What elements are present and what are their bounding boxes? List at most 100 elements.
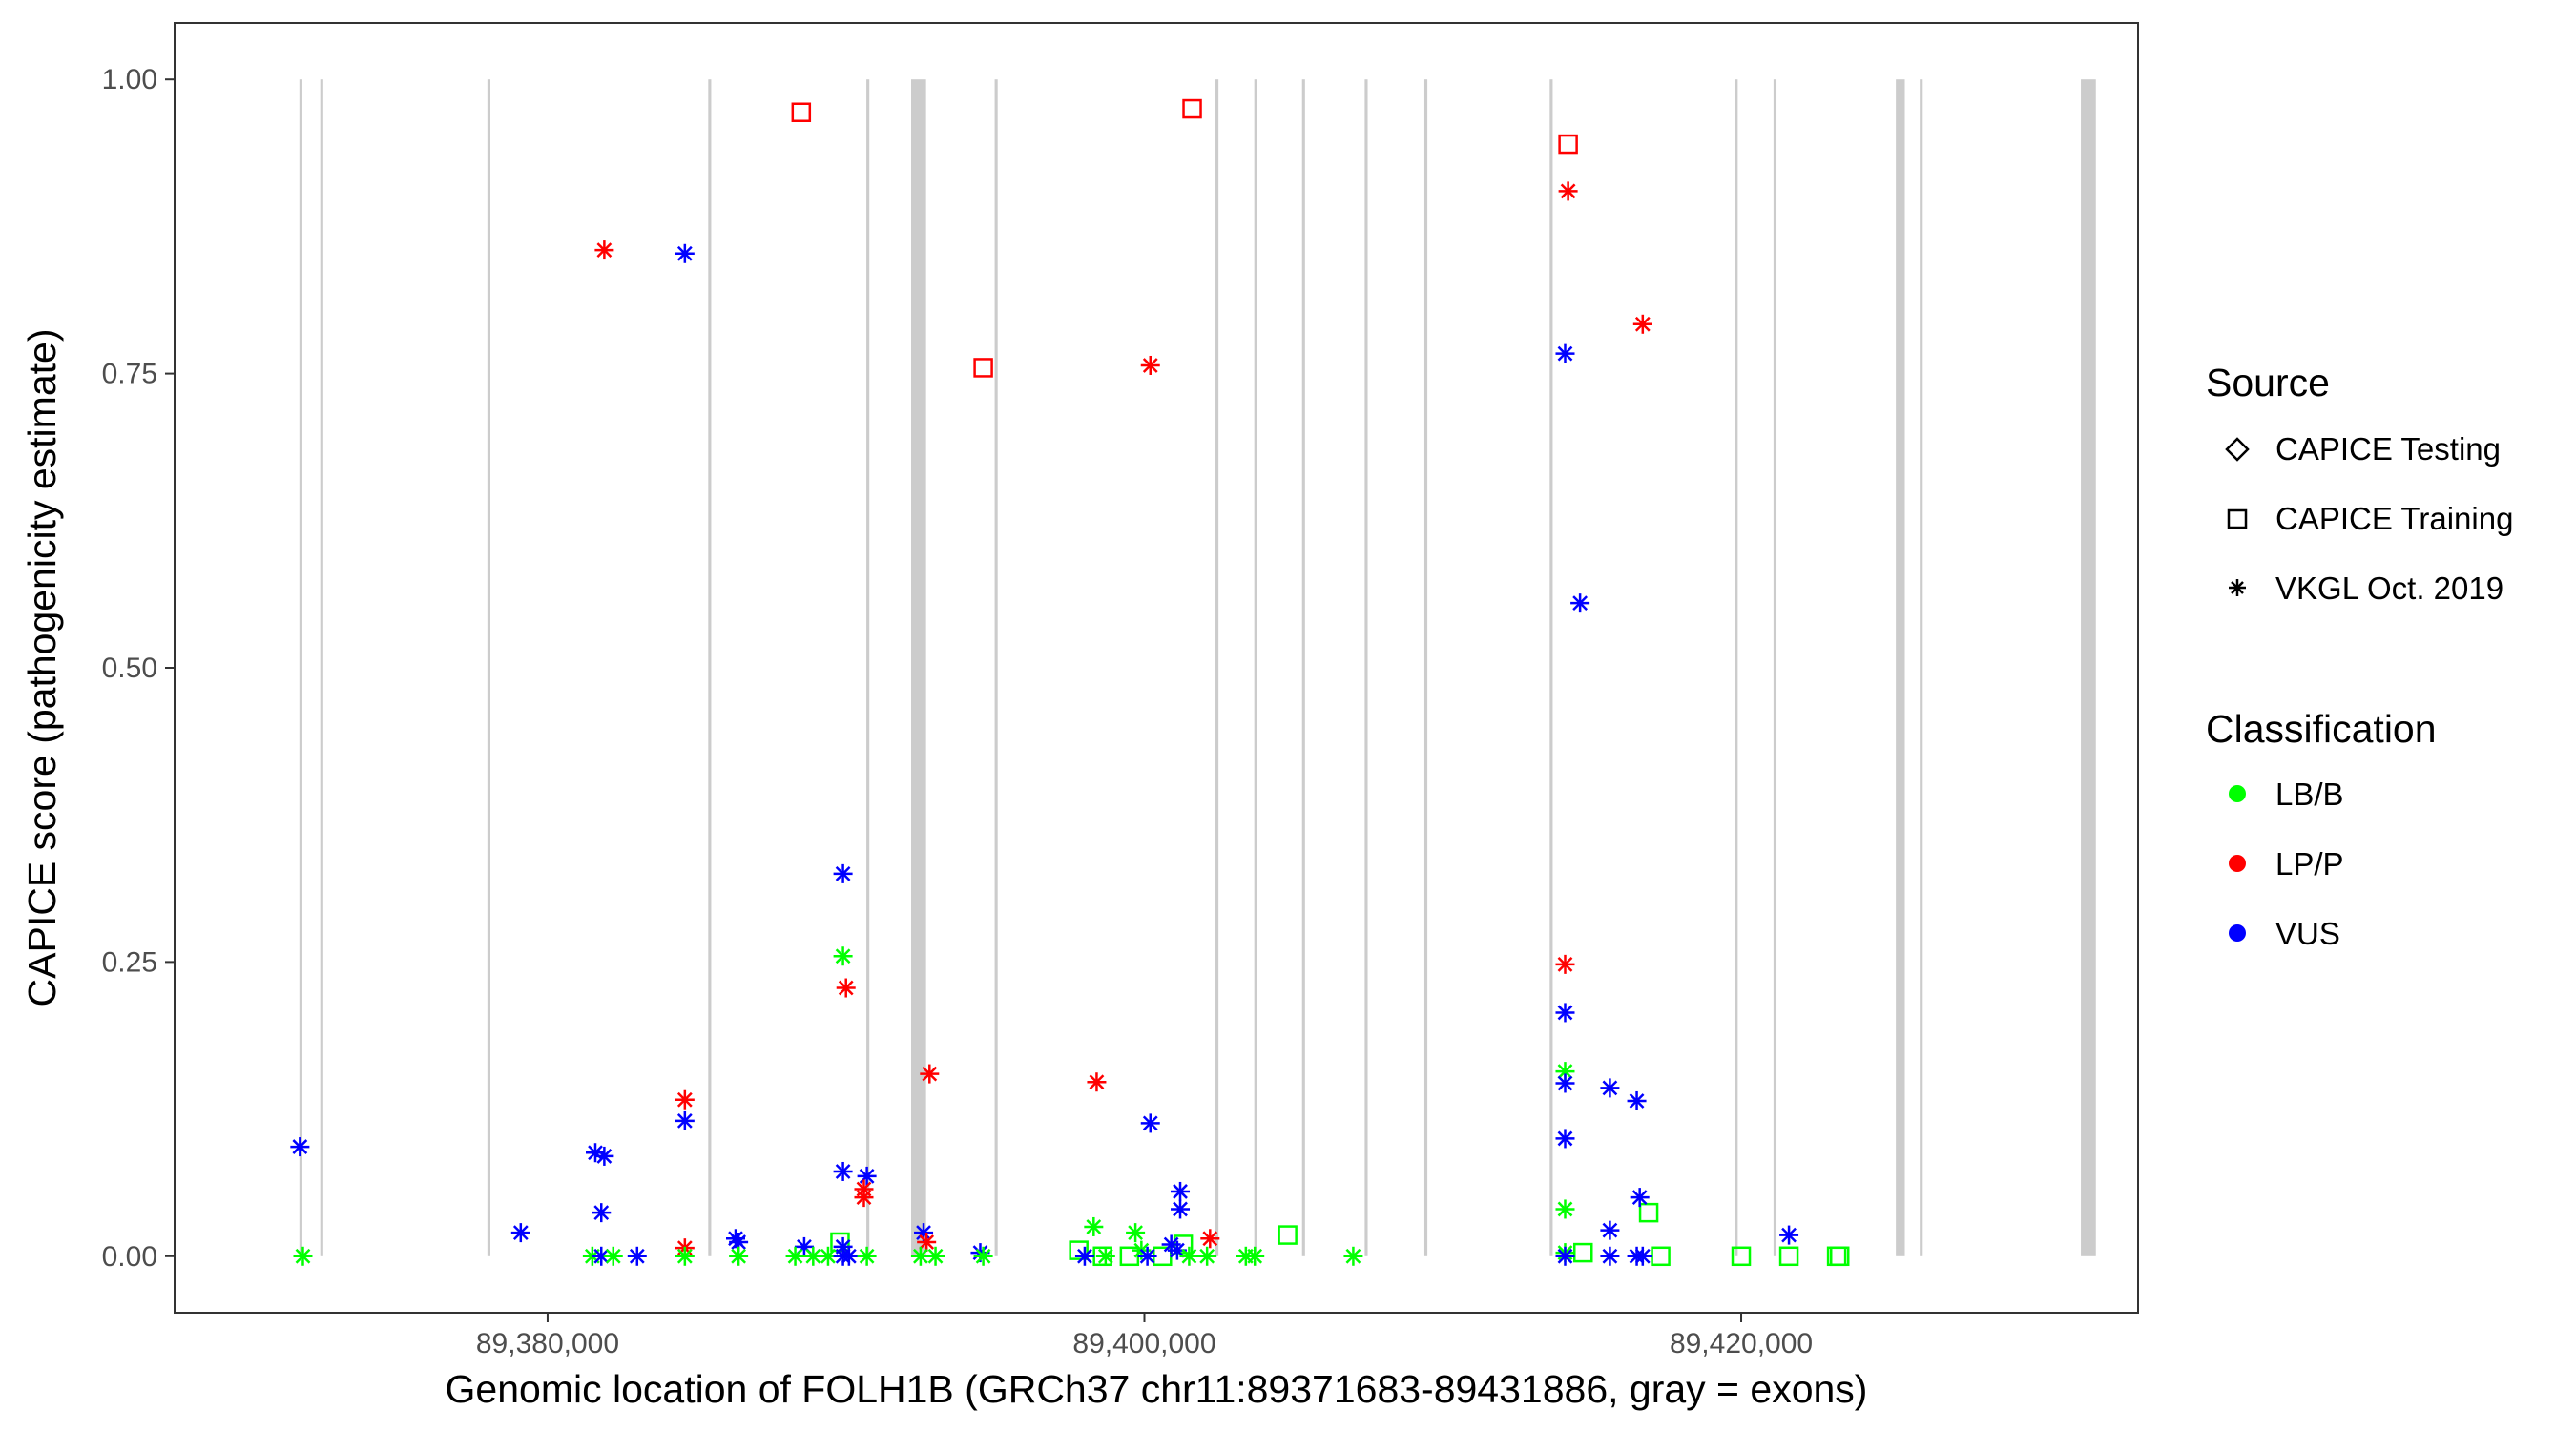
legend-label-lbb: LB/B [2275,777,2344,812]
data-point-square [1278,1225,1298,1245]
data-point-asterisk [1137,1246,1157,1266]
data-point-asterisk [1171,1199,1191,1219]
exon-band [1549,79,1553,1256]
data-point-asterisk [914,1223,934,1243]
exon-band [299,79,302,1256]
data-point-asterisk [1167,1240,1187,1260]
asterisk-icon [2229,579,2246,596]
data-point-asterisk [1600,1078,1620,1098]
data-point-asterisk [920,1064,940,1084]
data-point-asterisk [675,243,695,263]
data-point-asterisk [592,1203,612,1223]
data-point-asterisk [910,1246,930,1266]
data-point-asterisk [1087,1072,1107,1092]
data-point-asterisk [290,1137,310,1157]
data-point-asterisk [1140,355,1160,375]
data-point-asterisk [510,1223,530,1243]
y-tick-label: 0.75 [102,359,157,390]
data-point-asterisk [1630,1188,1650,1208]
data-point-asterisk [729,1232,749,1252]
y-tick-label: 0.00 [102,1241,157,1273]
data-point-asterisk [675,1089,695,1110]
data-point-square [1182,98,1202,119]
legend-entry-lbb: LB/B [2229,777,2344,812]
y-tick-label: 0.50 [102,653,157,684]
data-point-asterisk [1200,1229,1220,1249]
legend-label-capice-training: CAPICE Training [2275,501,2513,536]
data-point-asterisk [1570,593,1590,613]
data-point-asterisk [594,1146,614,1166]
data-point-asterisk [627,1246,647,1266]
legend-label-vus: VUS [2275,916,2340,951]
data-point-asterisk [1140,1113,1160,1133]
data-point-asterisk [1245,1246,1265,1266]
exon-band [1364,79,1368,1256]
data-point-asterisk [1627,1090,1647,1110]
point-layer [290,98,1850,1267]
exon-band [1423,79,1428,1256]
data-point-asterisk [1343,1246,1363,1266]
data-point-square [1731,1246,1752,1267]
y-tick-label: 0.25 [102,946,157,978]
data-point-square [1778,1246,1799,1267]
data-point-asterisk [1171,1181,1191,1201]
y-axis-title: CAPICE score (pathogenicity estimate) [20,329,64,1007]
exon-band [866,79,870,1256]
data-point-asterisk [833,863,853,883]
x-tick-label: 89,380,000 [476,1328,619,1359]
legend-entry-vus: VUS [2229,916,2340,951]
data-point-asterisk [1555,343,1575,363]
data-point-square [791,102,812,123]
x-axis: 89,380,000 89,400,000 89,420,000 [476,1313,1813,1359]
data-point-asterisk [973,1246,993,1266]
data-point-asterisk [675,1246,695,1266]
legend-title-classification: Classification [2206,707,2437,751]
data-point-asterisk [1555,1073,1575,1093]
x-tick-label: 89,400,000 [1072,1328,1215,1359]
exon-band [487,79,491,1256]
data-point-asterisk [1074,1246,1094,1266]
y-axis: 0.00 0.25 0.50 0.75 1.00 [102,64,175,1273]
data-point-asterisk [1779,1225,1799,1245]
legend-swatch-vus [2229,924,2246,942]
legend-title-source: Source [2206,361,2330,404]
data-point-asterisk [1558,181,1578,201]
square-icon [2227,508,2248,529]
diamond-icon [2225,437,2250,462]
legend-entry-capice-training: CAPICE Training [2227,501,2513,536]
data-point-square [1638,1202,1659,1223]
exon-band [1254,79,1257,1256]
exon-band [708,79,712,1256]
data-point-asterisk [836,978,856,998]
data-point-asterisk [917,1232,937,1252]
x-axis-title: Genomic location of FOLH1B (GRCh37 chr11… [446,1367,1868,1411]
data-point-asterisk [1555,1199,1575,1219]
exon-band [320,79,323,1256]
data-point-square [1069,1240,1089,1260]
data-point-asterisk [1126,1223,1146,1243]
data-point-asterisk [839,1246,859,1266]
legend-entry-capice-testing: CAPICE Testing [2225,431,2501,467]
data-point-asterisk [833,1161,853,1181]
legend-label-lpp: LP/P [2275,846,2344,881]
exon-band [994,79,998,1256]
data-point-asterisk [1600,1246,1620,1266]
y-tick-label: 1.00 [102,64,157,95]
exon-band [1896,79,1905,1256]
data-point-asterisk [1197,1246,1217,1266]
data-point-square [973,358,993,378]
data-point-asterisk [785,1246,805,1266]
data-point-asterisk [603,1246,623,1266]
data-point-asterisk [1600,1220,1620,1240]
legend-label-capice-testing: CAPICE Testing [2275,431,2501,467]
data-point-asterisk [594,240,614,260]
exon-band [2081,79,2096,1256]
legend-label-vkgl: VKGL Oct. 2019 [2275,570,2503,606]
data-point-asterisk [1555,1003,1575,1023]
data-point-asterisk [729,1246,749,1266]
data-point-asterisk [675,1110,695,1130]
data-point-asterisk [925,1246,945,1266]
exon-band [1215,79,1219,1256]
exon-band [1301,79,1305,1256]
